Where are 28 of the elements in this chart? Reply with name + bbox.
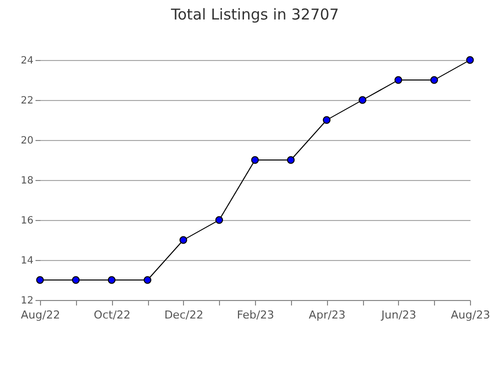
point [72, 276, 80, 284]
y-tick-label: 20 [20, 136, 34, 146]
y-tick-label: 18 [20, 176, 34, 186]
point [466, 56, 474, 64]
chart-title: Total Listings in 32707 [170, 6, 339, 24]
y-tick-label: 22 [20, 96, 34, 106]
point [286, 156, 295, 164]
x-tick-label: Aug/23 [450, 308, 490, 322]
x-tick-label: Aug/22 [20, 308, 60, 322]
y-tick-label: 14 [20, 256, 34, 266]
point [36, 276, 44, 284]
x-tick-label: Jun/23 [380, 308, 416, 322]
x-tick-label: Apr/23 [308, 308, 346, 322]
x-tick-label: Oct/22 [94, 308, 131, 322]
point [358, 96, 366, 104]
point [215, 216, 224, 224]
x-tick-label: Feb/23 [236, 308, 274, 322]
point [108, 276, 116, 284]
y-tick-label: 24 [20, 56, 34, 66]
y-tick-label: 12 [20, 296, 34, 306]
point [251, 156, 259, 164]
point [394, 76, 402, 84]
point [144, 276, 152, 284]
point [430, 76, 438, 84]
y-tick-label: 16 [20, 216, 34, 226]
point [322, 116, 331, 124]
x-tick-label: Dec/22 [164, 308, 204, 322]
point [179, 236, 188, 244]
